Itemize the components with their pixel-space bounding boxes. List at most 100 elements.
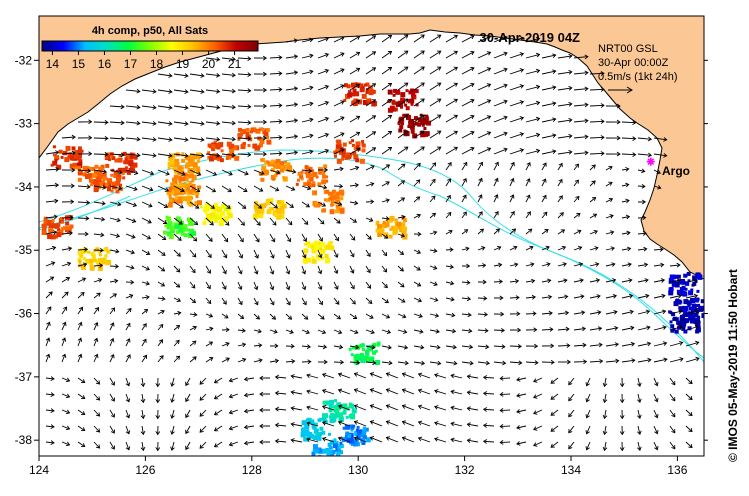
sst-pixel (247, 144, 251, 147)
sst-pixel (348, 402, 352, 406)
sst-pixel (328, 408, 333, 413)
sst-pixel (388, 234, 393, 239)
sst-pixel (678, 306, 682, 310)
current-arrow (381, 329, 392, 335)
sst-pixel (229, 143, 235, 149)
sst-pixel (332, 443, 338, 449)
current-arrow (461, 344, 474, 350)
sst-pixel (321, 170, 326, 175)
sst-pixel (186, 191, 190, 195)
sst-pixel (334, 441, 339, 446)
sst-pixel (199, 205, 203, 209)
sst-pixel (47, 234, 53, 240)
current-arrow (185, 425, 191, 435)
colorbar-tick-label: 16 (98, 57, 112, 71)
sst-pixel (387, 107, 393, 113)
current-arrow (333, 265, 339, 275)
current-arrow (445, 344, 457, 350)
sst-pixel (369, 356, 375, 362)
current-arrow (93, 306, 99, 315)
current-arrow (573, 86, 589, 92)
sst-pixel (219, 158, 224, 163)
current-arrow (109, 337, 115, 347)
sst-pixel (689, 317, 694, 322)
current-arrow (290, 438, 303, 443)
current-arrow (243, 440, 255, 446)
current-arrow (605, 262, 616, 267)
sst-pixel (328, 432, 331, 436)
current-arrow (349, 329, 359, 335)
current-arrow (269, 343, 279, 349)
sst-pixel (316, 203, 321, 208)
sst-pixel (311, 183, 316, 188)
current-arrow (140, 377, 146, 388)
current-arrow (429, 248, 438, 254)
current-arrow (173, 137, 189, 143)
current-arrow (125, 120, 141, 126)
sst-pixel (670, 324, 675, 329)
current-arrow (525, 211, 531, 219)
current-arrow (301, 37, 314, 43)
sst-pixel (330, 413, 335, 417)
sst-pixel (209, 212, 215, 218)
sst-pixel (329, 209, 335, 215)
current-arrow (381, 265, 388, 273)
current-arrow (125, 233, 136, 239)
current-arrow (493, 83, 508, 91)
current-arrow (301, 117, 314, 123)
sst-pixel (89, 258, 93, 263)
current-arrow (93, 200, 106, 206)
sst-pixel (189, 195, 193, 199)
sst-pixel (59, 217, 63, 220)
sst-pixel (347, 92, 353, 98)
current-arrow (173, 355, 181, 363)
current-arrow (605, 165, 613, 171)
sst-pixel (280, 210, 285, 215)
sst-pixel (421, 123, 425, 127)
sst-pixel (311, 451, 316, 456)
current-arrow (173, 249, 181, 257)
current-arrow (221, 217, 230, 226)
current-arrow (450, 373, 463, 379)
colorbar-gradient (41, 40, 259, 52)
current-arrow (93, 169, 107, 174)
current-arrow (550, 377, 559, 384)
sst-pixel (381, 223, 387, 229)
sst-pixel (178, 179, 182, 183)
current-arrow (93, 232, 105, 238)
current-arrow (685, 393, 693, 401)
current-arrow (461, 328, 473, 334)
sst-pixel (325, 258, 331, 263)
current-arrow (125, 425, 131, 435)
sst-pixel (174, 168, 180, 174)
sst-pixel (359, 87, 365, 93)
current-arrow (602, 409, 608, 420)
sst-pixel (684, 312, 690, 318)
current-arrow (381, 297, 389, 304)
current-arrow (397, 233, 406, 238)
sst-pixel (350, 353, 354, 357)
current-arrow (413, 162, 421, 171)
current-arrow (541, 359, 555, 365)
sst-pixel (176, 192, 180, 196)
sst-pixel (174, 224, 180, 230)
sst-pixel (352, 346, 356, 350)
current-arrow (253, 87, 268, 93)
sst-pixel (52, 145, 56, 149)
sst-pixel (316, 435, 322, 441)
sst-pixel (173, 199, 178, 204)
sst-pixel (322, 400, 327, 405)
sst-pixel (361, 140, 365, 143)
sst-pixel (50, 234, 56, 240)
current-arrow (533, 409, 543, 415)
current-arrow (333, 132, 345, 139)
sst-pixel (119, 183, 122, 187)
sst-pixel (266, 135, 270, 139)
current-arrow (109, 322, 115, 331)
sst-pixel (94, 182, 100, 187)
current-arrow (269, 87, 283, 92)
current-arrow (653, 262, 665, 268)
sst-pixel (82, 257, 86, 261)
current-arrow (269, 217, 277, 226)
